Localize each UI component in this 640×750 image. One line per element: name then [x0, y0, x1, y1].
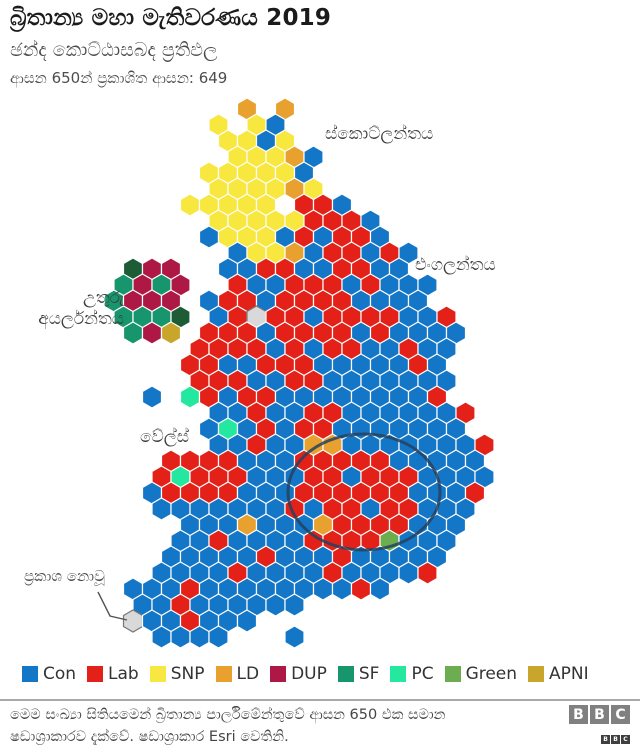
legend-swatch-snp — [149, 666, 166, 682]
legend-item-apni: APNI — [528, 664, 589, 684]
label-northern-ireland-line1: උතුරු — [83, 288, 124, 308]
footer-note-line2: ෂඩාශ්‍රාකාරව දැක්වේ. ෂඩාශ්‍රාකාර Esri වෙ… — [10, 729, 289, 745]
constituency-hex — [398, 561, 419, 585]
bbc-logo-block: B — [569, 705, 588, 724]
legend-swatch-green — [444, 666, 461, 682]
constituency-hex — [369, 577, 391, 601]
bbc-logo-block: C — [611, 705, 630, 724]
legend-label: LD — [236, 664, 260, 684]
legend-label: Con — [43, 664, 77, 684]
legend-item-ld: LD — [215, 664, 260, 684]
footer-note-line1: මෙම සංඛ්‍යා සිතියමෙන් බ්‍රිතාන්‍ය පාර්ලි… — [10, 707, 446, 723]
constituency-hex — [122, 321, 144, 345]
constituency-hex — [170, 625, 191, 649]
legend-label: Green — [465, 664, 518, 684]
legend-swatch-lab — [87, 666, 104, 682]
not-declared-callout-line — [97, 591, 128, 621]
constituency-hex — [265, 593, 286, 617]
uk-hex-cartogram — [97, 97, 495, 649]
constituency-hex — [284, 593, 305, 617]
legend-label: DUP — [291, 664, 327, 684]
constituency-hex — [122, 609, 144, 633]
label-northern-ireland-line2: අයර්ලන්තය — [38, 309, 124, 330]
label-not-declared: ප්‍රකාශ නොවූ — [24, 567, 105, 585]
constituency-hex — [284, 625, 305, 649]
bbc-logo-small-block: B — [601, 735, 610, 744]
bbc-logo-block: B — [590, 705, 609, 724]
constituency-hex — [151, 497, 172, 521]
constituency-hex — [179, 193, 201, 217]
legend-swatch-ld — [215, 666, 232, 682]
page-title: බ්‍රිතාන්‍ය මහා මැතිවරණය 2019 — [10, 5, 332, 31]
constituency-hex — [189, 625, 210, 649]
constituency-hex — [417, 561, 438, 585]
london-region-ring — [286, 432, 442, 552]
constituency-hex — [208, 625, 229, 649]
legend-swatch-pc — [390, 666, 407, 682]
constituency-hex — [141, 321, 163, 345]
constituency-hex — [151, 625, 172, 649]
legend-item-pc: PC — [390, 664, 434, 684]
legend-label: PC — [411, 664, 434, 684]
legend-swatch-sf — [337, 666, 354, 682]
bbc-logo-small-block: B — [611, 735, 620, 744]
constituency-hex — [331, 577, 353, 601]
label-northern-ireland: උතුරු අයර්ලන්තය — [0, 288, 124, 331]
constituency-hex — [312, 577, 334, 601]
footer-divider — [0, 699, 640, 701]
constituency-hex — [198, 225, 220, 249]
party-legend: Con Lab SNP LD DUP SF PC Green APNI — [22, 661, 628, 687]
label-scotland: ස්කොට්ලන්තය — [325, 124, 434, 144]
bbc-logo-small-block: C — [621, 735, 630, 744]
legend-swatch-con — [22, 666, 38, 682]
constituency-hex — [160, 321, 182, 345]
legend-label: SNP — [170, 664, 205, 684]
label-england: එංගලන්තය — [415, 255, 496, 275]
seats-declared-line: ආසන 650න් ප්‍රකාශිත ආසන: 649 — [10, 69, 228, 87]
constituency-hex — [141, 385, 163, 409]
constituency-hex — [350, 577, 372, 601]
legend-item-green: Green — [444, 664, 518, 684]
legend-item-sf: SF — [337, 664, 380, 684]
legend-swatch-dup — [270, 666, 287, 682]
label-wales: වේල්ස් — [140, 427, 189, 447]
legend-label: SF — [358, 664, 380, 684]
legend-item-lab: Lab — [87, 664, 139, 684]
constituency-hex — [179, 385, 201, 409]
legend-item-con: Con — [22, 664, 76, 684]
constituency-hex — [236, 609, 258, 633]
legend-label: Lab — [108, 664, 139, 684]
legend-item-dup: DUP — [270, 664, 327, 684]
legend-item-snp: SNP — [149, 664, 205, 684]
page-subtitle: ඡන්ද කොට්ඨාසබද ප්‍රතිඵල — [10, 39, 218, 61]
legend-label: APNI — [549, 664, 589, 684]
legend-swatch-apni — [528, 666, 545, 682]
